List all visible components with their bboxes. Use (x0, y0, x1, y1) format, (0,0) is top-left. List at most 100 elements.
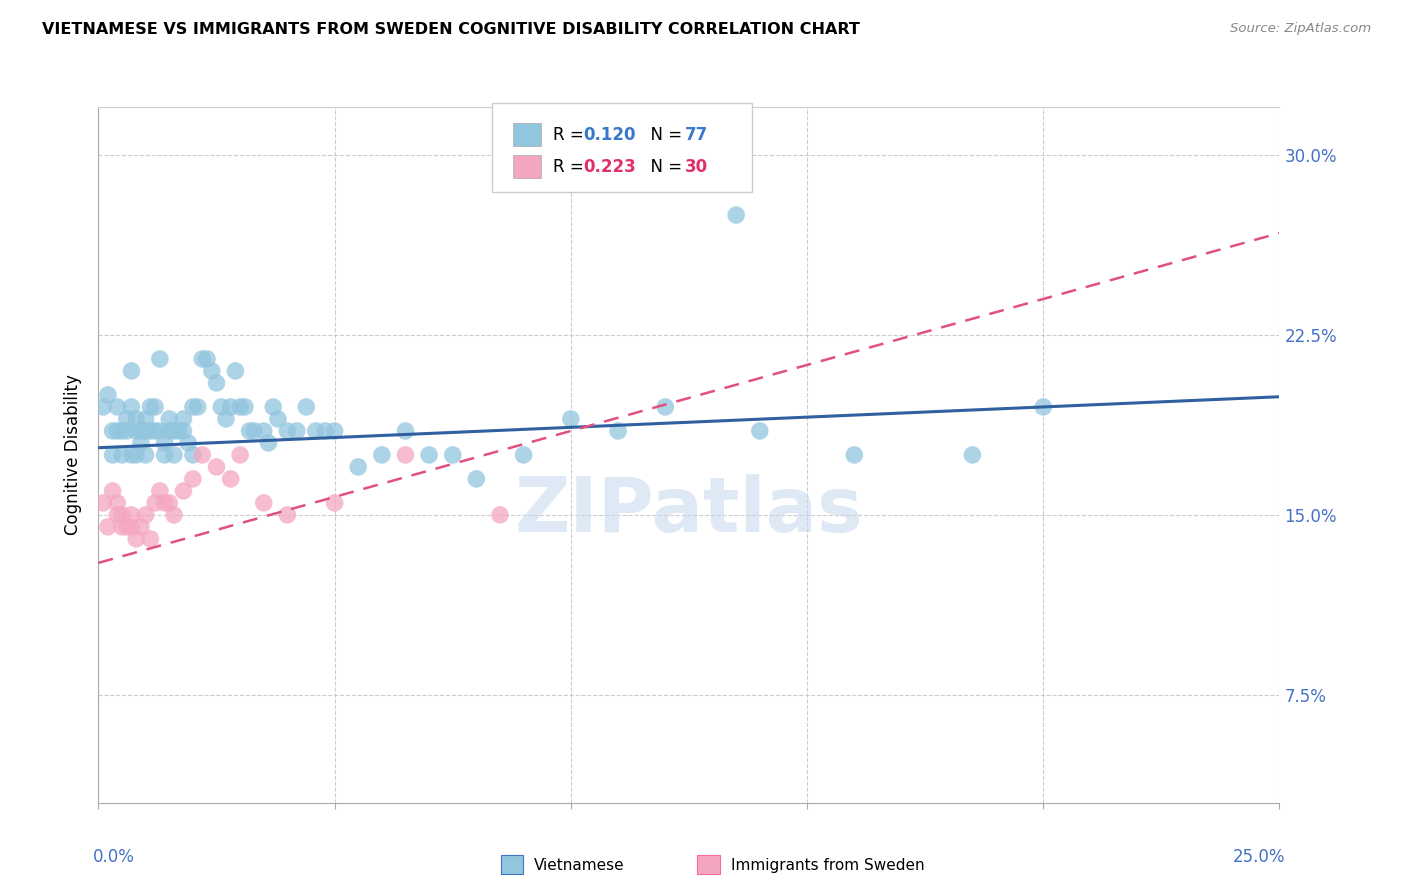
Point (219, 400, 242, 414)
Point (512, 448, 534, 462)
Point (654, 400, 676, 414)
Point (191, 448, 214, 462)
Point (267, 412, 290, 426)
Text: 0.0%: 0.0% (93, 848, 135, 866)
Point (115, 520, 138, 534)
Point (129, 424, 152, 438)
Point (441, 448, 464, 462)
Point (371, 448, 394, 462)
Text: R =: R = (553, 158, 589, 176)
Point (172, 412, 194, 426)
Point (149, 424, 172, 438)
Text: VIETNAMESE VS IMMIGRANTS FROM SWEDEN COGNITIVE DISABILITY CORRELATION CHART: VIETNAMESE VS IMMIGRANTS FROM SWEDEN COG… (42, 22, 860, 37)
Point (191, 351, 214, 366)
Text: 0.223: 0.223 (583, 158, 637, 176)
Point (560, 412, 582, 426)
Point (121, 520, 143, 534)
Point (187, 400, 209, 414)
Point (91, 400, 114, 414)
Point (725, 208, 748, 222)
Point (295, 400, 318, 414)
Point (101, 448, 124, 462)
Point (167, 424, 190, 438)
Point (163, 448, 186, 462)
Text: N =: N = (640, 126, 688, 144)
Text: 30: 30 (685, 158, 707, 176)
Point (418, 448, 440, 462)
Point (111, 508, 134, 522)
Point (111, 424, 134, 438)
Text: Source: ZipAtlas.com: Source: ZipAtlas.com (1230, 22, 1371, 36)
Point (205, 376, 228, 390)
Point (135, 448, 157, 462)
Point (239, 424, 262, 438)
Point (125, 424, 148, 438)
Point (97, 520, 120, 534)
Point (111, 520, 134, 534)
Point (253, 424, 276, 438)
Point (105, 400, 128, 414)
Point (314, 424, 336, 438)
Point (121, 400, 143, 414)
Point (139, 532, 162, 546)
Point (181, 400, 204, 414)
Point (101, 424, 124, 438)
Text: R =: R = (553, 126, 589, 144)
Point (153, 496, 176, 510)
Text: N =: N = (640, 158, 688, 176)
Point (181, 472, 204, 486)
Point (139, 400, 162, 414)
Point (125, 412, 148, 426)
Point (121, 508, 143, 522)
Text: Immigrants from Sweden: Immigrants from Sweden (731, 858, 925, 872)
Point (607, 424, 630, 438)
Point (115, 424, 138, 438)
Point (285, 424, 308, 438)
Point (323, 424, 346, 438)
Point (153, 436, 176, 450)
Point (111, 448, 134, 462)
Point (748, 424, 770, 438)
Point (157, 412, 180, 426)
Text: 25.0%: 25.0% (1233, 848, 1285, 866)
Point (181, 448, 204, 462)
Point (209, 400, 232, 414)
Point (157, 424, 180, 438)
Point (143, 496, 166, 510)
Point (121, 364, 143, 378)
Point (489, 508, 512, 522)
Point (962, 448, 984, 462)
Point (172, 483, 194, 498)
Point (177, 436, 200, 450)
Point (394, 424, 416, 438)
Point (125, 532, 148, 546)
Point (105, 496, 128, 510)
Point (195, 351, 218, 366)
Text: 0.120: 0.120 (583, 126, 636, 144)
Point (153, 448, 176, 462)
Point (243, 424, 266, 438)
Point (105, 424, 128, 438)
Point (347, 459, 370, 474)
Text: Vietnamese: Vietnamese (534, 858, 624, 872)
Point (143, 400, 166, 414)
Point (101, 483, 124, 498)
Point (233, 400, 256, 414)
Point (1032, 400, 1054, 414)
Point (163, 424, 186, 438)
Point (253, 496, 276, 510)
Point (205, 459, 228, 474)
Point (105, 508, 128, 522)
Point (129, 520, 152, 534)
Point (97, 388, 120, 402)
Point (229, 400, 252, 414)
Point (276, 508, 298, 522)
Point (229, 448, 252, 462)
Point (323, 496, 346, 510)
Point (121, 448, 143, 462)
Point (201, 364, 224, 378)
Point (224, 364, 246, 378)
Point (276, 424, 298, 438)
Point (115, 412, 138, 426)
Point (394, 448, 416, 462)
